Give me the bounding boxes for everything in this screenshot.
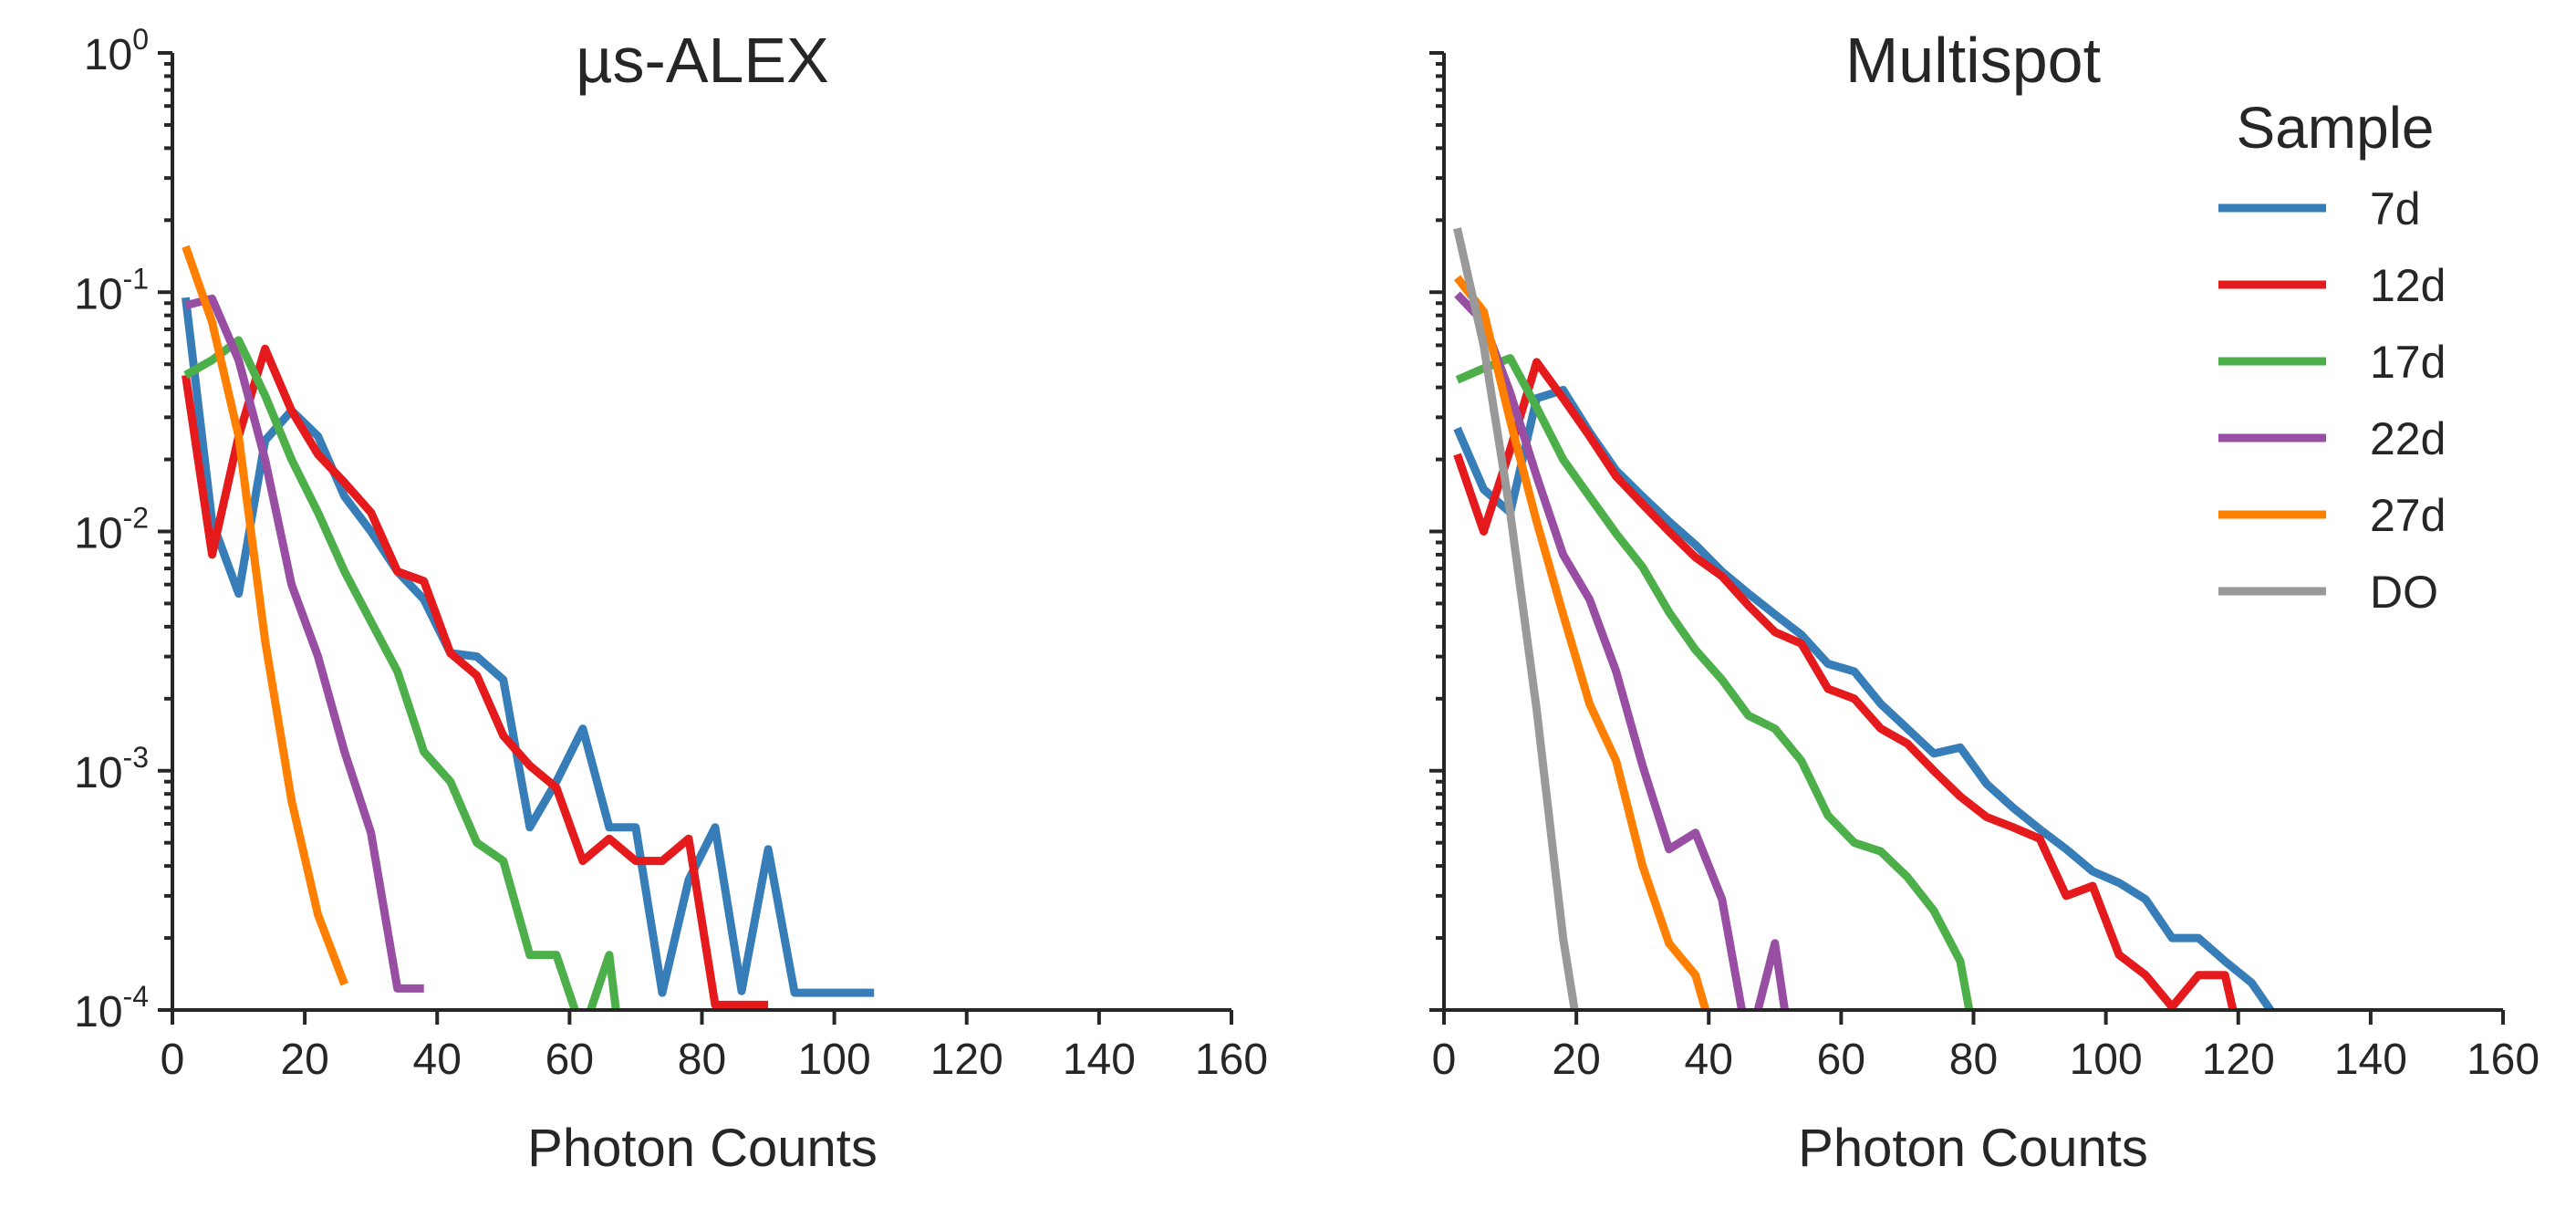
legend-label-DO: DO [2370,567,2438,618]
x-tick-label: 60 [1817,1036,1865,1084]
series-line-17d [183,336,620,1010]
x-tick-label: 120 [930,1036,1003,1084]
legend-label-17d: 17d [2370,337,2446,388]
x-ticks: 0 20 40 60 80 100 120 140 160 [1432,1010,2540,1084]
x-tick-label: 0 [161,1036,185,1084]
panel-us-alex: µs-ALEX 0 20 40 60 80 100 120 140 160 100 10-1 10-… [74,23,1268,1178]
panel-title: Multispot [1845,25,2101,96]
legend-title: Sample [2237,95,2435,161]
y-tick-label: 10-3 [74,741,149,797]
y-ticks [1429,51,1444,1012]
legend-label-7d: 7d [2370,183,2421,234]
x-tick-label: 100 [798,1036,871,1084]
x-tick-label: 160 [2467,1036,2540,1084]
y-tick-label: 10-2 [74,502,149,558]
legend-label-12d: 12d [2370,260,2446,311]
legend-label-22d: 22d [2370,413,2446,464]
x-tick-label: 100 [2070,1036,2143,1084]
x-tick-label: 20 [1552,1036,1600,1084]
x-tick-label: 20 [280,1036,328,1084]
y-ticks: 100 10-1 10-2 10-3 10-4 [74,23,172,1036]
legend-label-27d: 27d [2370,490,2446,541]
x-tick-label: 0 [1432,1036,1457,1084]
axes [171,53,1231,1012]
series-line-DO [1453,227,1579,1010]
series-line-12d [182,344,769,1009]
x-tick-label: 60 [545,1036,594,1084]
x-tick-label: 140 [1063,1036,1136,1084]
series-line-12d [1453,358,2238,1010]
x-tick-label: 40 [1685,1036,1733,1084]
panel-multispot: Multispot 0 20 40 60 80 100 120 140 160 Photon C… [1429,25,2540,1178]
legend: Sample 7d 12d 17d 22d 27d DO [2218,95,2446,618]
series-line-22d [184,294,424,993]
series-line-27d [182,245,348,986]
x-axis-label: Photon Counts [1798,1119,2148,1178]
y-tick-label: 10-1 [74,262,149,318]
series-line-22d [1454,291,1790,1010]
x-tick-label: 80 [1949,1036,1998,1084]
x-ticks: 0 20 40 60 80 100 120 140 160 [161,1010,1268,1084]
y-tick-label: 10-4 [74,980,149,1036]
axes [1442,53,2503,1012]
x-tick-label: 160 [1195,1036,1268,1084]
series-line-27d [1453,275,1710,1010]
plot-area [182,245,875,1010]
legend-items: 7d 12d 17d 22d 27d DO [2218,183,2446,618]
x-tick-label: 40 [413,1036,462,1084]
y-tick-label: 100 [84,23,149,79]
x-axis-label: Photon Counts [527,1119,878,1178]
series-line-17d [1455,354,1974,1010]
plot-area [1453,227,2276,1010]
x-tick-label: 140 [2334,1036,2407,1084]
x-tick-label: 80 [678,1036,726,1084]
x-tick-label: 120 [2202,1036,2275,1084]
panel-title: µs-ALEX [576,25,829,96]
